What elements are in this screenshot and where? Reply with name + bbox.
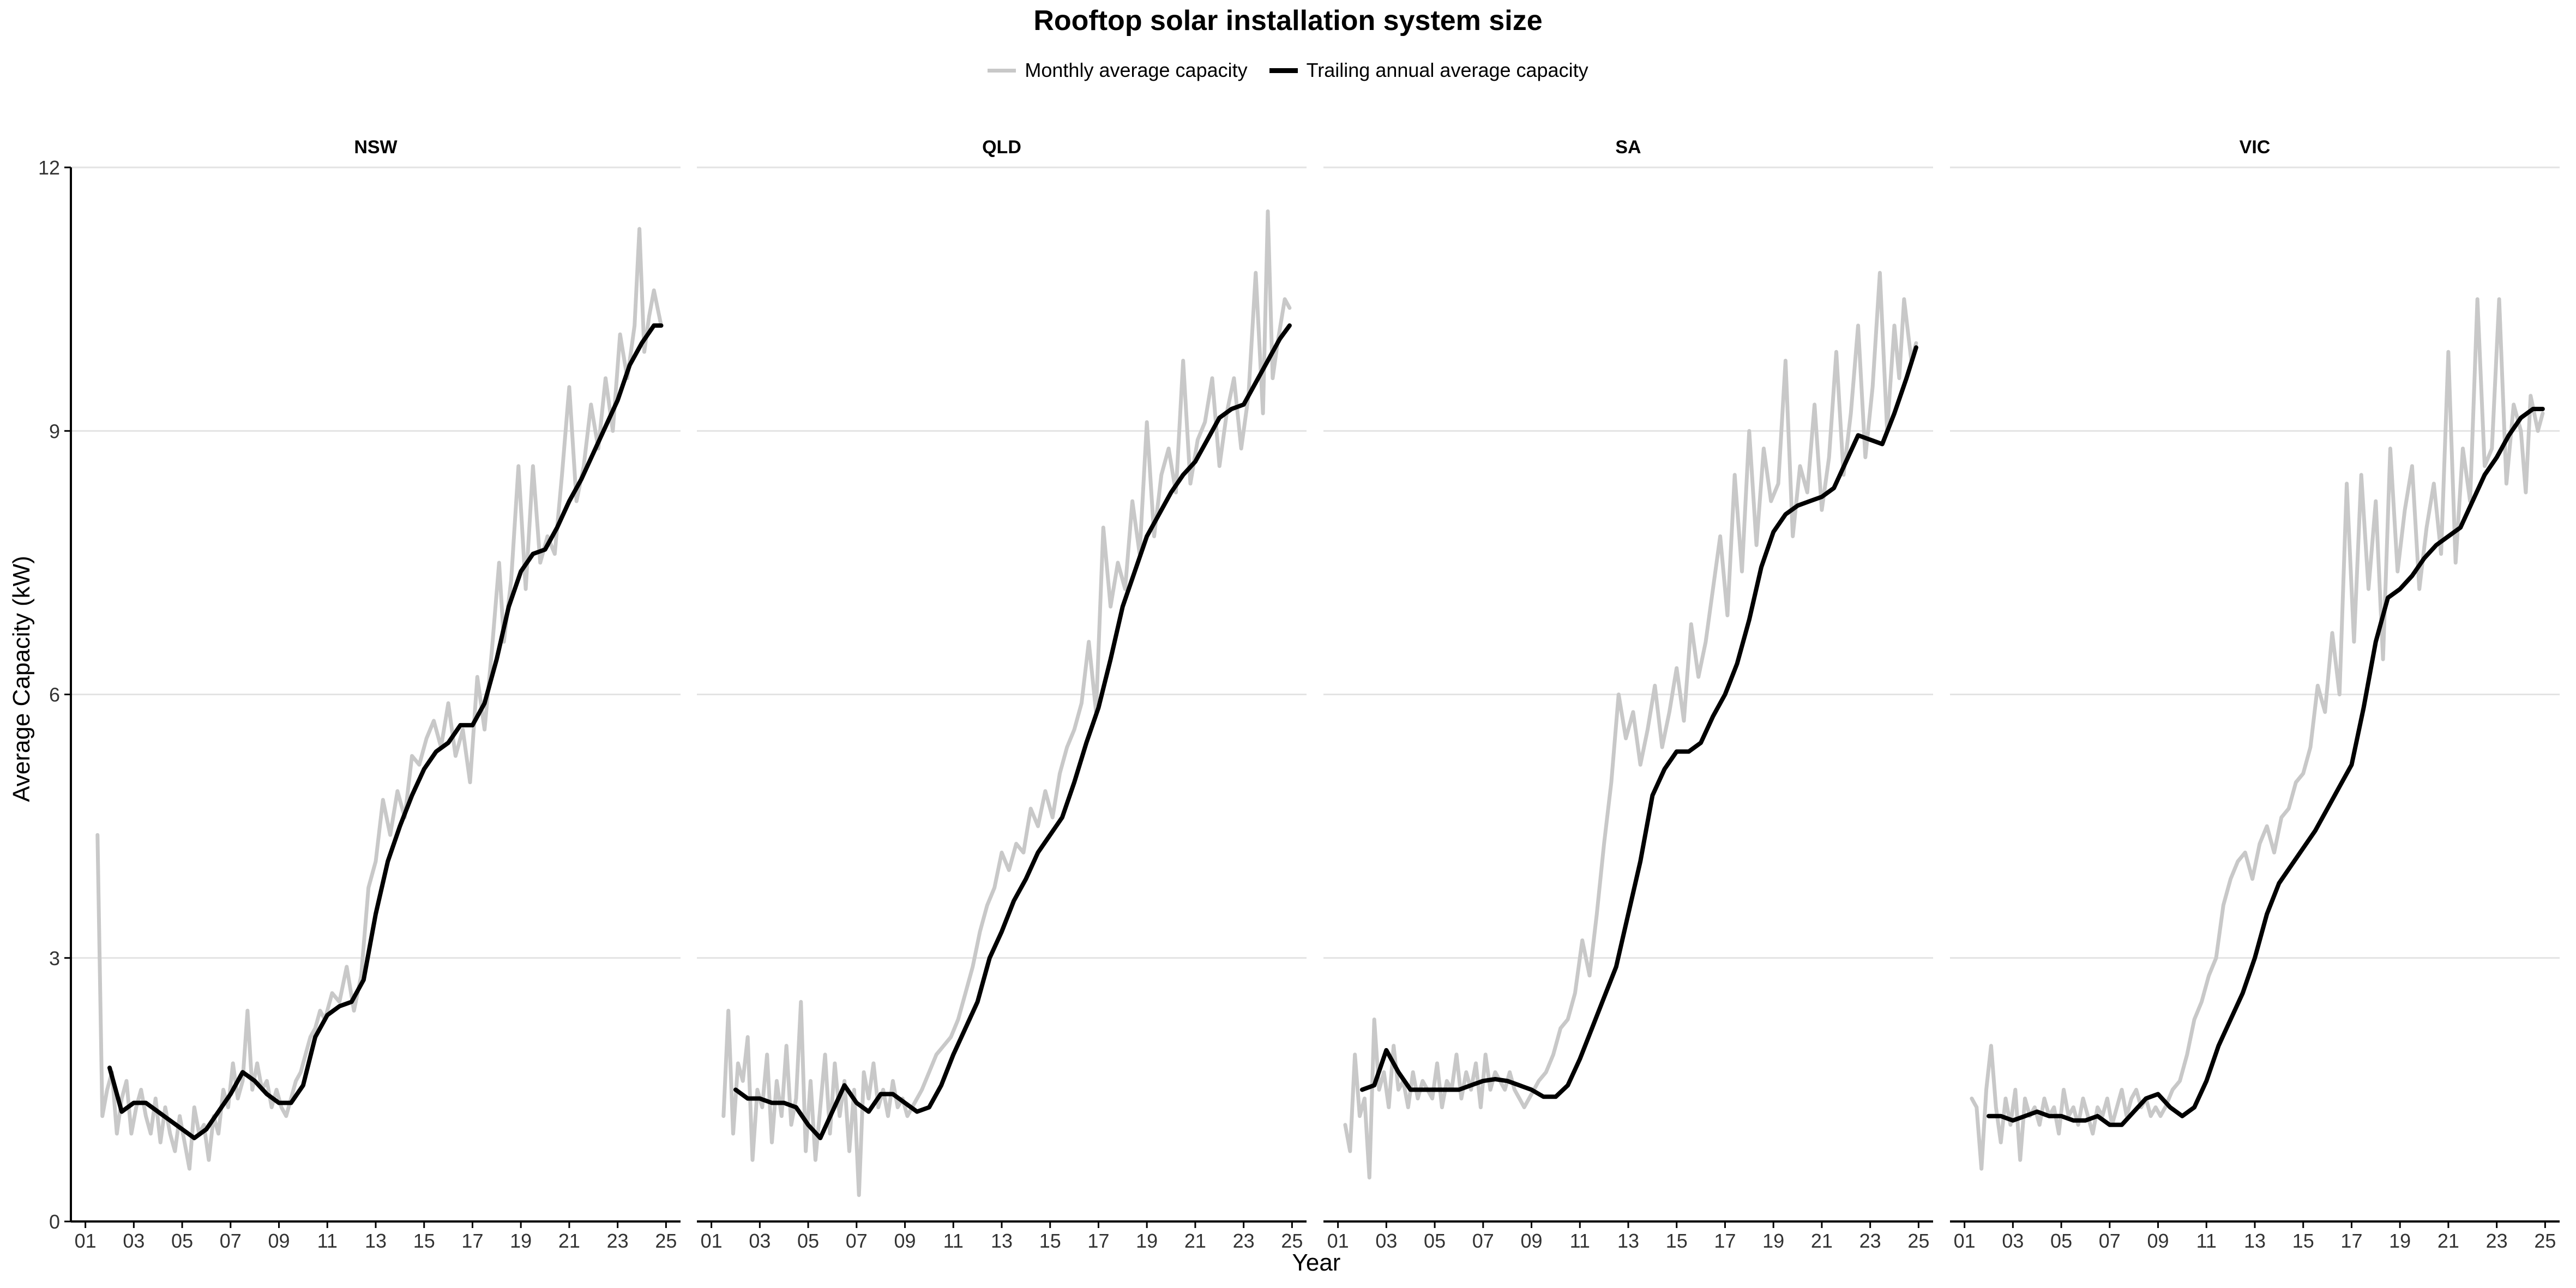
x-tick-label-qld-01: 01: [701, 1230, 723, 1252]
x-tick-label-nsw-11: 11: [317, 1230, 338, 1252]
x-axis-title: Year: [1292, 1249, 1341, 1276]
x-tick-label-vic-17: 17: [2340, 1230, 2362, 1252]
legend-item-monthly: Monthly average capacity: [988, 59, 1248, 82]
x-tick-label-vic-05: 05: [2050, 1230, 2072, 1252]
x-tick-label-vic-25: 25: [2534, 1230, 2556, 1252]
panel-label-qld: QLD: [982, 137, 1021, 158]
x-tick-label-vic-03: 03: [2002, 1230, 2024, 1252]
legend-swatch-trailing: [1269, 68, 1298, 73]
legend-item-trailing: Trailing annual average capacity: [1269, 59, 1588, 82]
x-tick-label-nsw-01: 01: [75, 1230, 97, 1252]
x-tick-label-vic-23: 23: [2486, 1230, 2508, 1252]
x-tick-label-nsw-03: 03: [123, 1230, 145, 1252]
x-tick-label-qld-21: 21: [1184, 1230, 1206, 1252]
panel-vic: VIC 01 03 05 07 09 11 13 15 17 19 21 23 25: [1950, 137, 2560, 1252]
x-tick-label-nsw-25: 25: [655, 1230, 677, 1252]
monthly-line-qld: [721, 209, 1292, 1197]
x-tick-label-sa-21: 21: [1811, 1230, 1833, 1252]
trailing-line-vic: [1987, 407, 2545, 1127]
x-tick-label-nsw-15: 15: [413, 1230, 435, 1252]
x-tick-label-sa-07: 07: [1472, 1230, 1494, 1252]
x-tick-label-nsw-23: 23: [607, 1230, 629, 1252]
trailing-line-qld: [733, 323, 1292, 1140]
monthly-line-nsw: [95, 227, 663, 1171]
x-tick-label-sa-01: 01: [1327, 1230, 1349, 1252]
trailing-line-sa: [1360, 345, 1918, 1099]
x-tick-label-qld-13: 13: [991, 1230, 1013, 1252]
panel-sa: SA 01 03 05 07 09 11 13 15 17 19 21 23 25: [1323, 137, 1933, 1252]
panel-nsw: NSW 01 03 05 07 09 11 13 15 17 19 21 23 25: [71, 137, 681, 1252]
y-tick-label-3: 3: [49, 947, 60, 970]
x-tick-label-vic-21: 21: [2437, 1230, 2459, 1252]
x-tick-label-sa-05: 05: [1424, 1230, 1446, 1252]
x-tick-label-vic-09: 09: [2147, 1230, 2169, 1252]
x-tick-label-nsw-19: 19: [510, 1230, 532, 1252]
x-tick-label-qld-07: 07: [846, 1230, 868, 1252]
x-tick-label-qld-03: 03: [749, 1230, 771, 1252]
trailing-line-nsw: [107, 323, 664, 1140]
x-tick-label-vic-07: 07: [2099, 1230, 2121, 1252]
x-tick-label-sa-15: 15: [1666, 1230, 1688, 1252]
x-tick-label-vic-01: 01: [1954, 1230, 1976, 1252]
x-tick-label-sa-23: 23: [1859, 1230, 1881, 1252]
x-tick-label-nsw-09: 09: [268, 1230, 290, 1252]
panel-label-nsw: NSW: [354, 137, 398, 158]
x-tick-label-sa-09: 09: [1521, 1230, 1543, 1252]
monthly-line-vic: [1970, 297, 2545, 1171]
legend-label-monthly: Monthly average capacity: [1025, 59, 1248, 81]
x-tick-label-vic-11: 11: [2196, 1230, 2217, 1252]
legend-label-trailing: Trailing annual average capacity: [1306, 59, 1588, 81]
legend-swatch-monthly: [988, 68, 1016, 73]
panel-qld: QLD 01 03 05 07 09 11 13 15 17 19 21 23 25: [697, 137, 1307, 1252]
panel-label-sa: SA: [1615, 137, 1641, 158]
x-tick-label-nsw-13: 13: [365, 1230, 387, 1252]
x-tick-label-vic-19: 19: [2389, 1230, 2411, 1252]
x-tick-label-nsw-17: 17: [461, 1230, 483, 1252]
x-tick-label-sa-17: 17: [1714, 1230, 1736, 1252]
x-tick-label-sa-19: 19: [1762, 1230, 1784, 1252]
x-tick-label-qld-15: 15: [1039, 1230, 1061, 1252]
y-tick-label-6: 6: [49, 684, 60, 706]
x-tick-label-qld-09: 09: [894, 1230, 916, 1252]
x-tick-label-qld-25: 25: [1281, 1230, 1303, 1252]
y-tick-label-0: 0: [49, 1211, 60, 1233]
x-tick-label-sa-25: 25: [1907, 1230, 1929, 1252]
chart-title: Rooftop solar installation system size: [1033, 5, 1543, 37]
panel-label-vic: VIC: [2240, 137, 2271, 158]
x-tick-label-qld-05: 05: [797, 1230, 819, 1252]
x-tick-label-vic-13: 13: [2244, 1230, 2266, 1252]
monthly-line-sa: [1343, 270, 1918, 1179]
y-tick-label-9: 9: [49, 420, 60, 442]
x-tick-label-qld-11: 11: [943, 1230, 964, 1252]
legend: Monthly average capacity Trailing annual…: [0, 59, 2576, 82]
x-tick-label-qld-23: 23: [1233, 1230, 1255, 1252]
x-tick-label-sa-13: 13: [1617, 1230, 1639, 1252]
x-tick-label-sa-11: 11: [1570, 1230, 1590, 1252]
y-axis-title: Average Capacity (kW): [8, 556, 35, 802]
x-tick-label-qld-17: 17: [1087, 1230, 1109, 1252]
x-tick-label-qld-19: 19: [1136, 1230, 1158, 1252]
y-tick-label-12: 12: [38, 157, 60, 179]
x-tick-label-vic-15: 15: [2292, 1230, 2314, 1252]
x-tick-label-nsw-07: 07: [220, 1230, 242, 1252]
x-tick-label-sa-03: 03: [1375, 1230, 1397, 1252]
x-tick-label-nsw-05: 05: [171, 1230, 193, 1252]
x-tick-label-nsw-21: 21: [558, 1230, 580, 1252]
